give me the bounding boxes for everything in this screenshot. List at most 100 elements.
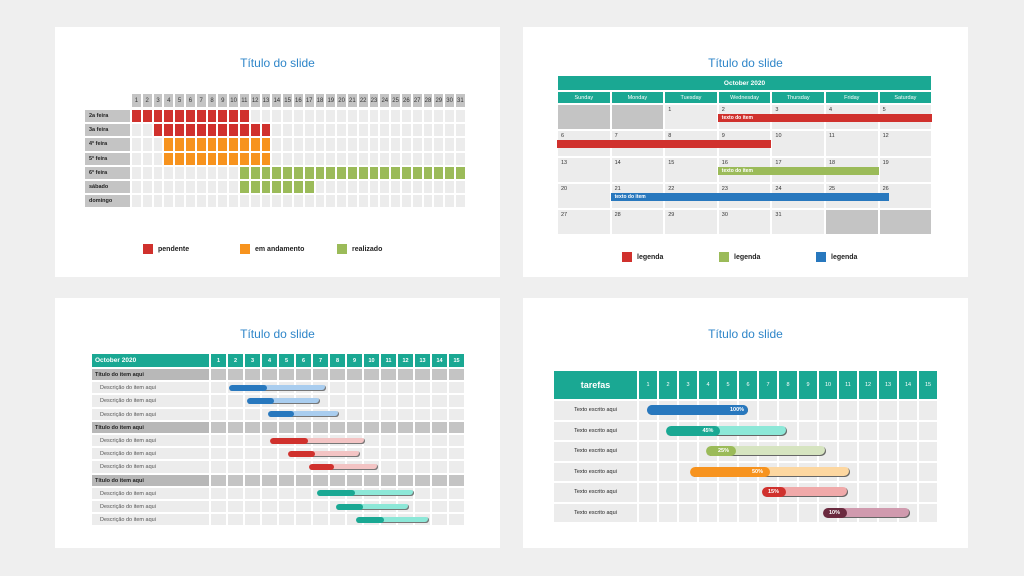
- group-cell: [312, 368, 329, 382]
- calendar-day-cell[interactable]: 19: [878, 156, 933, 183]
- calendar-month-header: October 2020: [557, 75, 932, 91]
- group-title: Título do item aqui: [91, 368, 210, 382]
- schedule-cell: [455, 137, 466, 152]
- calendar-day-cell[interactable]: 11: [825, 130, 879, 157]
- calendar-day-cell[interactable]: 28: [610, 209, 665, 236]
- item-cell: [414, 500, 431, 514]
- schedule-cell: [141, 165, 153, 180]
- weekday-header: Sunday: [557, 91, 611, 104]
- calendar-event-bar[interactable]: [557, 140, 772, 149]
- calendar-event-bar[interactable]: texto do item: [717, 166, 879, 175]
- task-cell: [838, 441, 858, 462]
- schedule-cell-filled: [444, 165, 455, 180]
- day-header: 7: [195, 93, 207, 108]
- day-header: 2: [141, 93, 153, 108]
- day-header: 19: [325, 93, 337, 108]
- schedule-cell: [379, 180, 391, 195]
- day-header: 7: [312, 353, 329, 368]
- item-cell: [397, 434, 414, 448]
- item-cell: [227, 486, 244, 500]
- calendar-day-cell[interactable]: 1: [664, 104, 718, 131]
- day-header: 30: [444, 93, 455, 108]
- calendar-day-cell[interactable]: 20: [557, 182, 611, 210]
- item-cell: [295, 513, 312, 527]
- schedule-cell: [455, 151, 466, 166]
- schedule-cell: [357, 123, 369, 138]
- task-cell: [878, 400, 898, 421]
- schedule-cell: [141, 123, 153, 138]
- task-cell: [918, 420, 938, 441]
- item-label: Descrição do item aqui: [91, 500, 210, 514]
- calendar-event-bar[interactable]: texto do item: [717, 114, 933, 122]
- day-header: 9: [346, 353, 363, 368]
- item-cell: [295, 486, 312, 500]
- progress-fill: [308, 463, 335, 470]
- schedule-cell: [444, 194, 455, 209]
- item-cell: [278, 500, 295, 514]
- calendar-day-cell[interactable]: 14: [610, 156, 665, 183]
- task-progress-bar: 50%: [690, 466, 850, 477]
- task-cell: [858, 441, 878, 462]
- progress-bar: [356, 516, 430, 523]
- schedule-cell: [271, 194, 283, 209]
- calendar-day-cell[interactable]: 10: [771, 130, 825, 157]
- schedule-cell: [314, 180, 326, 195]
- task-cell: [918, 482, 938, 503]
- schedule-cell: [228, 165, 239, 180]
- row-label: 3a feira: [84, 123, 131, 138]
- schedule-cell: [411, 137, 423, 152]
- calendar-day-cell[interactable]: 27: [557, 209, 611, 236]
- item-cell: [261, 447, 278, 461]
- calendar-day-cell[interactable]: 30: [717, 209, 772, 236]
- item-label: Descrição do item aqui: [91, 381, 210, 395]
- schedule-cell: [249, 194, 261, 209]
- day-header: 3: [678, 370, 698, 400]
- weekday-header: Monday: [610, 91, 665, 104]
- schedule-cell-filled: [206, 151, 218, 166]
- calendar-day-cell[interactable]: 13: [557, 156, 611, 183]
- item-cell: [261, 513, 278, 527]
- legend-label: legenda: [734, 253, 761, 261]
- legend-swatch: [719, 252, 729, 262]
- task-label: Texto escrito aqui: [553, 502, 638, 523]
- schedule-cell-filled: [249, 151, 261, 166]
- schedule-cell: [163, 194, 175, 209]
- schedule-cell: [206, 165, 218, 180]
- task-cell: [858, 461, 878, 482]
- schedule-cell: [314, 109, 326, 124]
- schedule-cell-filled: [249, 123, 261, 138]
- percent-label: 45%: [702, 427, 714, 434]
- schedule-cell: [336, 137, 347, 152]
- schedule-cell: [303, 151, 315, 166]
- progress-bar: [317, 490, 414, 497]
- calendar-day-cell: [825, 209, 879, 236]
- calendar-day-cell[interactable]: 12: [878, 130, 933, 157]
- gantt-header-title: October 2020: [91, 353, 210, 368]
- item-cell: [346, 407, 363, 421]
- calendar-day-cell[interactable]: 31: [771, 209, 825, 236]
- day-header: 15: [918, 370, 938, 400]
- calendar-event-bar[interactable]: texto do item: [610, 192, 890, 201]
- item-cell: [312, 500, 329, 514]
- schedule-cell: [141, 151, 153, 166]
- day-header: 26: [401, 93, 412, 108]
- schedule-cell: [206, 180, 218, 195]
- calendar-day-cell[interactable]: 15: [664, 156, 718, 183]
- item-cell: [227, 500, 244, 514]
- legend-item: legenda: [719, 251, 799, 263]
- schedule-cell: [325, 137, 337, 152]
- item-cell: [363, 407, 380, 421]
- schedule-cell: [390, 109, 401, 124]
- schedule-cell: [401, 137, 412, 152]
- schedule-cell-filled: [433, 165, 445, 180]
- schedule-cell: [293, 194, 304, 209]
- calendar-day-cell[interactable]: 29: [664, 209, 718, 236]
- schedule-cell: [455, 194, 466, 209]
- task-cell: [898, 441, 918, 462]
- schedule-cell: [141, 194, 153, 209]
- schedule-cell-filled: [185, 109, 196, 124]
- schedule-cell: [455, 180, 466, 195]
- schedule-cell-filled: [163, 151, 175, 166]
- progress-bar: [288, 450, 360, 457]
- item-cell: [346, 381, 363, 395]
